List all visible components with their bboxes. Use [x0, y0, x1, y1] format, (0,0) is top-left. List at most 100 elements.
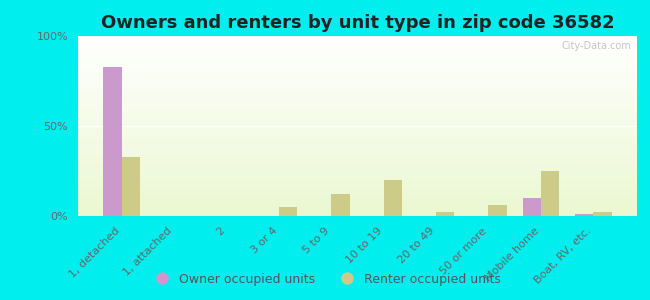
Bar	[78, 68, 637, 70]
Bar	[78, 92, 637, 94]
Bar	[103, 67, 122, 216]
Bar	[78, 189, 637, 191]
Bar	[78, 167, 637, 169]
Bar	[78, 166, 637, 167]
Bar	[78, 45, 637, 47]
Bar	[78, 144, 637, 146]
Bar	[78, 117, 637, 119]
Bar	[78, 164, 637, 166]
Text: City-Data.com: City-Data.com	[562, 41, 631, 51]
Bar	[78, 155, 637, 157]
Bar	[78, 211, 637, 212]
Bar	[78, 85, 637, 86]
Bar	[78, 49, 637, 50]
Bar	[78, 56, 637, 58]
Bar	[78, 41, 637, 43]
Bar	[78, 212, 637, 214]
Bar	[78, 119, 637, 121]
Bar	[78, 74, 637, 76]
Bar	[78, 142, 637, 144]
Legend: Owner occupied units, Renter occupied units: Owner occupied units, Renter occupied un…	[144, 268, 506, 291]
Bar	[78, 209, 637, 211]
Bar	[78, 108, 637, 110]
Bar	[78, 106, 637, 108]
Bar	[78, 207, 637, 209]
Bar	[78, 113, 637, 115]
Bar	[279, 207, 297, 216]
Bar	[78, 110, 637, 112]
Bar	[78, 72, 637, 74]
Bar	[78, 162, 637, 164]
Bar	[332, 194, 350, 216]
Bar	[78, 54, 637, 56]
Bar	[78, 77, 637, 79]
Bar	[78, 115, 637, 117]
Bar	[78, 205, 637, 207]
Bar	[78, 185, 637, 187]
Bar	[78, 169, 637, 171]
Title: Owners and renters by unit type in zip code 36582: Owners and renters by unit type in zip c…	[101, 14, 614, 32]
Bar	[78, 86, 637, 88]
Bar	[78, 178, 637, 180]
Bar	[78, 47, 637, 49]
Bar	[78, 139, 637, 140]
Bar	[78, 175, 637, 176]
Bar	[436, 212, 454, 216]
Bar	[78, 101, 637, 103]
Bar	[78, 83, 637, 85]
Bar	[78, 146, 637, 148]
Bar	[78, 121, 637, 122]
Bar	[488, 205, 507, 216]
Bar	[78, 65, 637, 67]
Bar	[78, 67, 637, 68]
Bar	[78, 202, 637, 203]
Bar	[78, 149, 637, 151]
Bar	[78, 103, 637, 104]
Bar	[78, 36, 637, 38]
Bar	[78, 203, 637, 205]
Bar	[78, 137, 637, 139]
Bar	[78, 153, 637, 155]
Bar	[78, 160, 637, 162]
Bar	[78, 187, 637, 189]
Bar	[122, 157, 140, 216]
Bar	[523, 198, 541, 216]
Bar	[78, 70, 637, 72]
Bar	[78, 180, 637, 182]
Bar	[593, 212, 612, 216]
Bar	[78, 63, 637, 65]
Bar	[78, 124, 637, 126]
Bar	[78, 50, 637, 52]
Bar	[78, 128, 637, 130]
Bar	[78, 171, 637, 173]
Bar	[78, 176, 637, 178]
Bar	[78, 200, 637, 202]
Bar	[78, 38, 637, 40]
Bar	[78, 140, 637, 142]
Bar	[78, 182, 637, 184]
Bar	[78, 112, 637, 113]
Bar	[78, 95, 637, 97]
Bar	[78, 94, 637, 95]
Bar	[78, 157, 637, 158]
Bar	[78, 191, 637, 193]
Bar	[78, 43, 637, 45]
Bar	[78, 40, 637, 41]
Bar	[78, 81, 637, 83]
Bar	[78, 59, 637, 61]
Bar	[78, 52, 637, 54]
Bar	[78, 214, 637, 216]
Bar	[78, 61, 637, 63]
Bar	[78, 130, 637, 131]
Bar	[78, 193, 637, 194]
Bar	[78, 184, 637, 185]
Bar	[78, 151, 637, 153]
Bar	[78, 133, 637, 135]
Bar	[78, 122, 637, 124]
Bar	[78, 79, 637, 81]
Bar	[78, 104, 637, 106]
Bar	[78, 126, 637, 128]
Bar	[78, 173, 637, 175]
Bar	[541, 171, 559, 216]
Bar	[78, 148, 637, 149]
